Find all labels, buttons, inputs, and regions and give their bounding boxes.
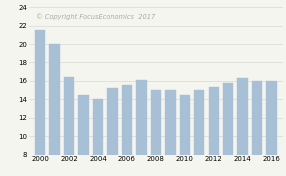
Bar xyxy=(107,88,118,176)
Bar xyxy=(208,86,219,176)
Bar xyxy=(223,83,233,176)
Bar xyxy=(266,81,277,176)
Bar xyxy=(165,90,176,176)
Text: © Copyright FocusEconomics  2017: © Copyright FocusEconomics 2017 xyxy=(36,13,156,20)
Bar xyxy=(93,99,103,176)
Bar xyxy=(136,80,147,176)
Bar xyxy=(180,95,190,176)
Bar xyxy=(252,81,262,176)
Bar xyxy=(49,44,60,176)
Bar xyxy=(151,90,161,176)
Bar xyxy=(194,90,204,176)
Bar xyxy=(237,78,248,176)
Bar xyxy=(64,77,74,176)
Bar xyxy=(35,30,45,176)
Bar xyxy=(122,85,132,176)
Bar xyxy=(78,95,89,176)
